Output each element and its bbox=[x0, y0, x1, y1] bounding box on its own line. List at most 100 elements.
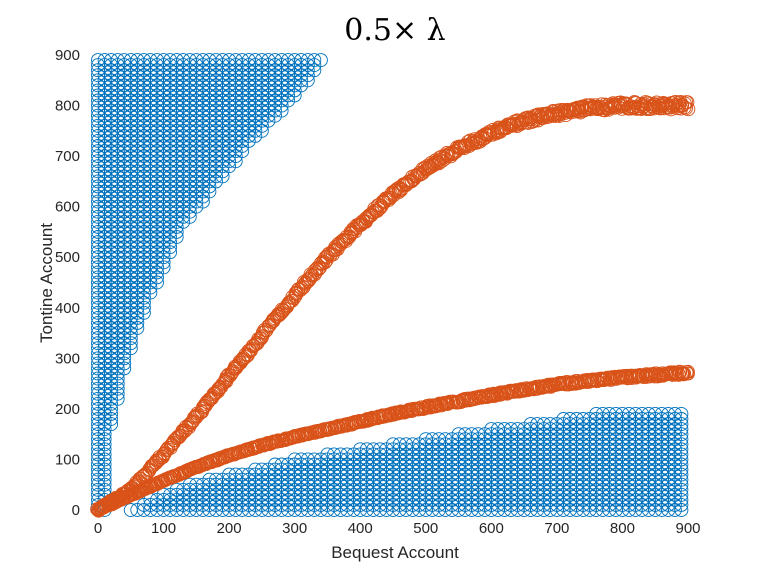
y-tick-label: 100 bbox=[55, 451, 80, 468]
y-tick-label: 300 bbox=[55, 350, 80, 367]
data-point bbox=[104, 406, 119, 421]
y-axis: 0 100 200 300 400 500 600 700 800 900 bbox=[55, 47, 80, 519]
data-point bbox=[495, 386, 510, 401]
plot-area bbox=[90, 53, 696, 518]
data-point bbox=[228, 154, 243, 169]
data-point bbox=[123, 331, 138, 346]
y-tick-label: 900 bbox=[55, 47, 80, 64]
x-tick-label: 700 bbox=[544, 520, 569, 537]
region-lower-right bbox=[123, 406, 689, 517]
data-point bbox=[429, 155, 444, 169]
data-point bbox=[674, 427, 689, 442]
data-point bbox=[97, 472, 112, 487]
data-point bbox=[287, 88, 302, 103]
data-point bbox=[674, 447, 689, 462]
data-point bbox=[202, 184, 217, 199]
data-point bbox=[97, 437, 112, 452]
x-tick-label: 400 bbox=[348, 520, 373, 537]
y-tick-label: 0 bbox=[72, 502, 80, 519]
data-point bbox=[182, 209, 197, 224]
data-point bbox=[97, 452, 112, 467]
data-point bbox=[143, 285, 158, 300]
data-point bbox=[130, 315, 145, 330]
data-point bbox=[679, 101, 693, 116]
data-point bbox=[163, 245, 178, 260]
x-tick-label: 100 bbox=[151, 520, 176, 537]
data-point bbox=[674, 422, 689, 437]
data-point bbox=[104, 417, 119, 432]
data-point bbox=[148, 455, 163, 470]
data-point bbox=[97, 482, 112, 497]
data-point bbox=[150, 270, 164, 285]
data-point bbox=[110, 386, 125, 401]
data-point bbox=[195, 194, 210, 209]
data-point bbox=[147, 457, 161, 472]
data-point bbox=[285, 293, 300, 308]
x-tick-label: 0 bbox=[94, 520, 102, 537]
data-point bbox=[360, 211, 375, 225]
data-point bbox=[671, 367, 686, 381]
x-tick-label: 800 bbox=[610, 520, 635, 537]
region-upper-left bbox=[91, 53, 328, 517]
y-axis-label: Tontine Account bbox=[37, 223, 56, 343]
data-point bbox=[367, 201, 382, 216]
y-tick-label: 500 bbox=[55, 249, 80, 266]
data-point bbox=[156, 255, 171, 270]
y-tick-label: 700 bbox=[55, 148, 80, 165]
data-point bbox=[235, 144, 250, 159]
data-point bbox=[383, 190, 398, 205]
data-point bbox=[110, 381, 125, 396]
data-point bbox=[680, 364, 695, 379]
data-point bbox=[110, 371, 125, 386]
data-point bbox=[674, 482, 689, 497]
data-point bbox=[674, 492, 689, 507]
data-point bbox=[674, 442, 689, 457]
y-tick-label: 400 bbox=[55, 300, 80, 317]
data-point bbox=[281, 296, 296, 311]
data-point bbox=[674, 417, 689, 432]
data-point bbox=[97, 462, 112, 477]
x-tick-label: 600 bbox=[479, 520, 504, 537]
data-point bbox=[110, 391, 125, 406]
data-point bbox=[97, 447, 112, 462]
data-point bbox=[97, 467, 112, 482]
data-point bbox=[674, 452, 689, 467]
data-point bbox=[117, 361, 132, 376]
data-point bbox=[567, 104, 582, 119]
data-point bbox=[597, 372, 612, 387]
data-point bbox=[674, 503, 689, 517]
data-point bbox=[169, 224, 184, 239]
data-point bbox=[652, 100, 667, 115]
data-point bbox=[471, 132, 486, 147]
data-point bbox=[181, 417, 196, 432]
data-point bbox=[674, 432, 689, 447]
data-point bbox=[136, 305, 151, 320]
data-point bbox=[97, 432, 112, 447]
data-point bbox=[150, 275, 164, 290]
data-point bbox=[674, 477, 689, 492]
data-point bbox=[313, 53, 328, 68]
data-point bbox=[674, 472, 689, 487]
data-point bbox=[110, 376, 125, 391]
curve-lower bbox=[91, 364, 695, 517]
data-point bbox=[123, 336, 138, 351]
chart-title: 0.5× λ bbox=[344, 13, 445, 48]
data-point bbox=[169, 230, 184, 244]
x-axis-label: Bequest Account bbox=[331, 543, 459, 562]
data-point bbox=[674, 412, 689, 426]
y-tick-label: 800 bbox=[55, 98, 80, 115]
data-point bbox=[97, 427, 112, 442]
data-point bbox=[674, 497, 689, 512]
data-point bbox=[674, 437, 689, 452]
data-point bbox=[674, 467, 689, 482]
data-point bbox=[117, 356, 132, 371]
data-point bbox=[680, 95, 695, 110]
x-axis: 0 100 200 300 400 500 600 700 800 900 bbox=[94, 520, 701, 537]
data-point bbox=[681, 102, 696, 117]
data-point bbox=[117, 351, 132, 366]
data-point bbox=[497, 385, 512, 400]
data-point bbox=[104, 412, 119, 426]
data-point bbox=[97, 442, 112, 457]
data-point bbox=[216, 376, 231, 391]
